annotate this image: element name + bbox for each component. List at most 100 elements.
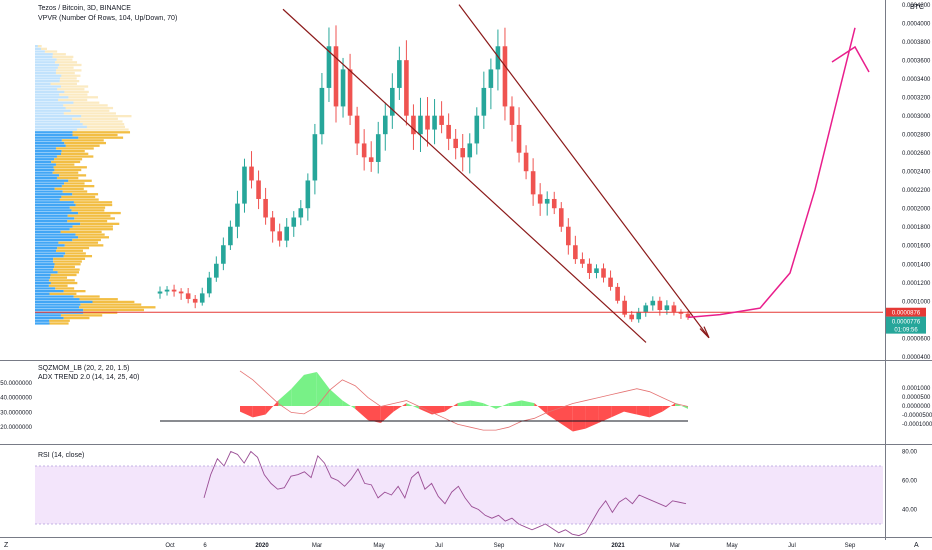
vp-row-down	[56, 58, 73, 61]
momentum-area	[406, 403, 420, 409]
zoom-button[interactable]: Z	[4, 542, 9, 549]
vp-row-down	[58, 98, 88, 102]
rsi-tick-label: 40.00	[902, 508, 918, 514]
vp-row-up	[35, 90, 65, 94]
price-tick-label: 0.0000600	[902, 336, 931, 342]
vp-row-down	[59, 174, 87, 177]
trendline-arrow-b	[703, 326, 710, 339]
price-tick-label: 0.0003800	[902, 40, 931, 46]
vp-row-down	[72, 131, 131, 134]
adx-legend: ADX TREND 2.0 (14, 14, 25, 40)	[38, 374, 139, 381]
vp-row-down	[79, 298, 118, 301]
auto-scale-button[interactable]: A	[914, 542, 919, 549]
momentum-area	[611, 406, 624, 418]
vp-row-up	[35, 88, 58, 91]
candle-body	[474, 115, 480, 144]
vp-row-down	[49, 319, 70, 322]
volume-profile	[35, 45, 156, 325]
vp-row-down	[57, 246, 90, 250]
candle-body	[657, 300, 663, 311]
candle-body	[340, 69, 346, 107]
vp-row-up	[35, 203, 76, 207]
price-tick-label: 0.0002200	[902, 188, 931, 194]
vp-row-up	[35, 284, 49, 287]
vp-row-up	[35, 228, 70, 231]
trendline-arrow-a	[699, 328, 710, 339]
price-tick-label: 0.0001600	[902, 244, 931, 250]
vp-row-down	[63, 104, 108, 107]
price-tick-label: 0.0002600	[902, 151, 931, 157]
candle-body	[425, 115, 430, 130]
vp-row-up	[35, 176, 57, 180]
vp-row-up	[35, 281, 51, 285]
candle-body	[488, 69, 494, 88]
vp-row-down	[80, 222, 120, 225]
vp-row-down	[59, 63, 82, 67]
vp-row-down	[55, 71, 75, 75]
candle-body	[312, 134, 318, 181]
vp-row-down	[83, 308, 144, 312]
price-tag	[886, 324, 926, 334]
vp-row-up	[35, 61, 55, 64]
candle-body	[678, 311, 684, 314]
vp-row-up	[35, 120, 81, 123]
momentum-area	[508, 400, 522, 406]
vp-row-up	[35, 182, 65, 185]
candle-body	[319, 87, 325, 135]
price-tick-label: 0.0002800	[902, 133, 931, 139]
price-tick-label: 0.0000400	[902, 355, 931, 361]
candle-body	[608, 277, 613, 287]
vp-row-up	[35, 249, 57, 252]
vpvr-legend: VPVR (Number Of Rows, 104, Up/Down, 70)	[38, 15, 177, 22]
momentum-area	[675, 403, 688, 409]
vp-row-up	[35, 77, 60, 80]
candle-body	[615, 286, 620, 301]
price-tag	[886, 316, 926, 326]
candle-body	[516, 124, 522, 153]
time-tick-label: Jul	[788, 543, 796, 549]
vp-row-down	[53, 268, 80, 271]
vp-row-down	[78, 136, 124, 139]
vp-row-up	[35, 268, 54, 271]
vp-row-up	[35, 244, 65, 247]
vp-row-down	[57, 66, 74, 69]
vp-row-up	[35, 316, 64, 320]
vp-row-up	[35, 271, 58, 274]
candle-body	[587, 263, 592, 274]
candle-body	[397, 60, 402, 88]
vp-row-down	[73, 295, 100, 298]
vp-row-down	[48, 284, 68, 287]
adx-tick-label: 30.0000000	[0, 410, 32, 416]
vp-row-down	[64, 244, 104, 247]
candle-body	[418, 115, 423, 135]
vp-row-up	[35, 80, 60, 83]
candle-body	[544, 198, 550, 204]
candle-body	[375, 134, 381, 162]
vp-row-up	[35, 211, 79, 215]
vp-row-down	[53, 257, 86, 260]
vp-row-down	[65, 252, 86, 255]
vp-row-down	[60, 314, 103, 317]
vp-row-up	[35, 50, 45, 53]
rsi-legend: RSI (14, close)	[38, 452, 84, 459]
vp-row-up	[35, 74, 62, 77]
vp-row-down	[54, 158, 83, 161]
vp-row-down	[78, 236, 110, 239]
momentum-pane	[160, 370, 689, 432]
time-tick-label: Sep	[845, 543, 856, 549]
vp-row-down	[74, 217, 115, 220]
vp-row-down	[72, 238, 101, 242]
vp-row-up	[35, 314, 61, 317]
candle-body	[432, 115, 437, 130]
vp-row-down	[56, 249, 83, 252]
candle-body	[481, 87, 487, 116]
vp-row-down	[68, 179, 92, 182]
vp-row-up	[35, 53, 53, 56]
vp-row-up	[35, 98, 59, 102]
candle-body	[643, 305, 649, 312]
momentum-area	[483, 403, 496, 409]
vp-row-up	[35, 322, 50, 325]
candle-body	[326, 46, 332, 88]
vp-row-down	[57, 88, 85, 91]
adx-line	[239, 370, 689, 431]
